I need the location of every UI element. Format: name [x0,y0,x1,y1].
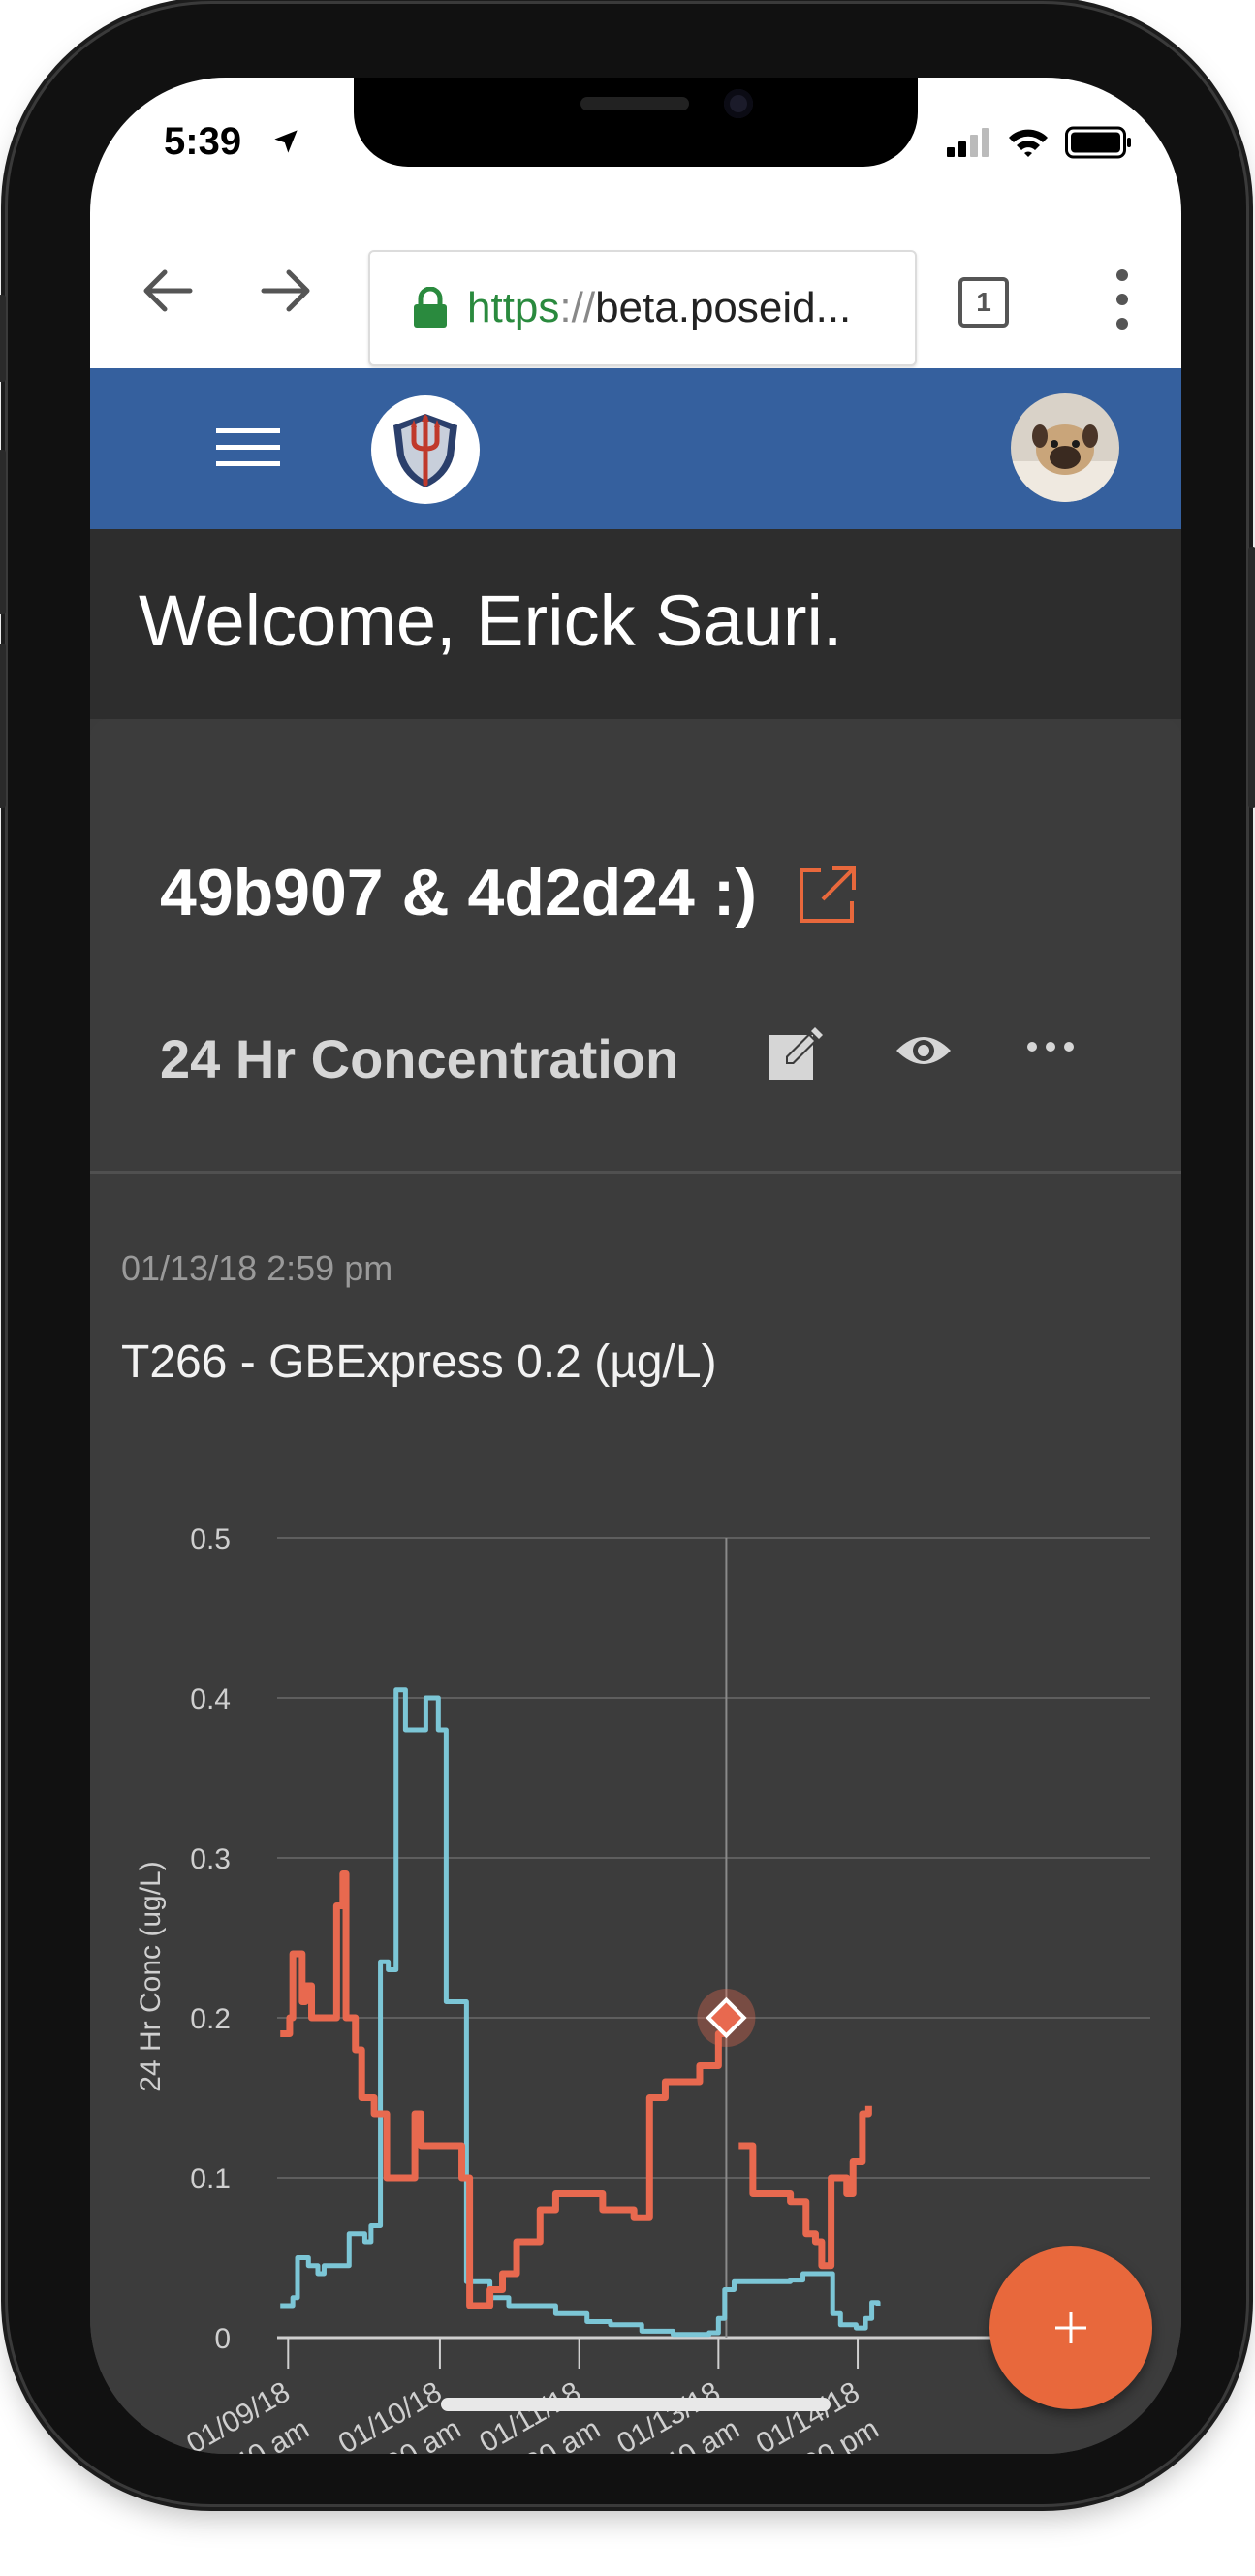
screen: 5:39 [90,78,1181,2454]
y-tick-label: 0.2 [190,2003,231,2035]
card-title: 49b907 & 4d2d24 :) [160,856,758,929]
add-button[interactable] [989,2246,1152,2409]
notch [354,78,918,167]
add-icon [1055,2312,1086,2343]
status-time: 5:39 [164,120,242,163]
camera [724,89,753,118]
card-subtitle: 24 Hr Concentration [160,1028,679,1089]
timestamp: 01/13/18 2:59 pm [121,1248,393,1288]
y-tick-label: 0.4 [190,1683,231,1715]
y-axis-label: 24 Hr Conc (ug/L) [135,1861,167,2091]
series-label: T266 - GBExpress 0.2 (µg/L) [121,1336,717,1388]
url-text: https://beta.poseid... [467,284,851,332]
y-tick-label: 0.3 [190,1843,231,1875]
y-tick-label: 0.1 [190,2163,231,2195]
volume-up-button [0,450,6,614]
location-arrow-icon [274,130,298,153]
volume-down-button [0,644,6,808]
tabs-button[interactable]: 1 [958,277,1009,328]
back-button[interactable] [139,262,197,320]
y-tick-label: 0 [214,2323,231,2355]
power-button [1248,547,1255,808]
series-line-segment [738,2105,872,2270]
data-point-marker [706,1996,747,2039]
menu-dots-icon[interactable] [1108,266,1137,333]
forward-icon [261,269,310,312]
lock-icon [414,287,447,328]
edit-icon[interactable] [767,1025,825,1084]
eye-icon[interactable] [894,1031,953,1070]
url-bar[interactable]: https://beta.poseid... [368,250,917,366]
more-icon[interactable] [1026,1041,1075,1052]
wifi-icon [1009,129,1048,157]
url-scheme: https [467,284,560,331]
series-line [280,1687,881,2338]
speaker [580,97,689,110]
avatar[interactable] [1011,393,1119,502]
logo[interactable] [371,395,480,504]
mute-switch [0,295,6,382]
forward-button[interactable] [257,262,315,320]
back-icon [143,269,193,312]
external-link-icon[interactable] [796,863,860,927]
tab-count: 1 [976,287,991,317]
browser-toolbar: https://beta.poseid... 1 [90,223,1181,368]
welcome-banner: Welcome, Erick Sauri. [90,529,1181,719]
chart-card: 49b907 & 4d2d24 :) 24 Hr Concentration [90,719,1181,2454]
app-bar [90,368,1181,529]
series-line [280,1870,730,2309]
url-host: beta.poseid... [595,284,852,331]
phone-frame: 5:39 [0,4,1255,2504]
welcome-text: Welcome, Erick Sauri. [139,581,843,661]
avatar-image [1011,393,1119,502]
hamburger-icon[interactable] [216,428,280,467]
signal-icon [947,128,989,157]
url-separator: :// [559,284,596,331]
home-indicator [441,2398,831,2411]
battery-icon [1065,126,1131,159]
status-icons [947,126,1133,159]
card-divider [90,1171,1181,1174]
y-tick-label: 0.5 [190,1524,231,1555]
trident-shield-logo [393,414,457,487]
